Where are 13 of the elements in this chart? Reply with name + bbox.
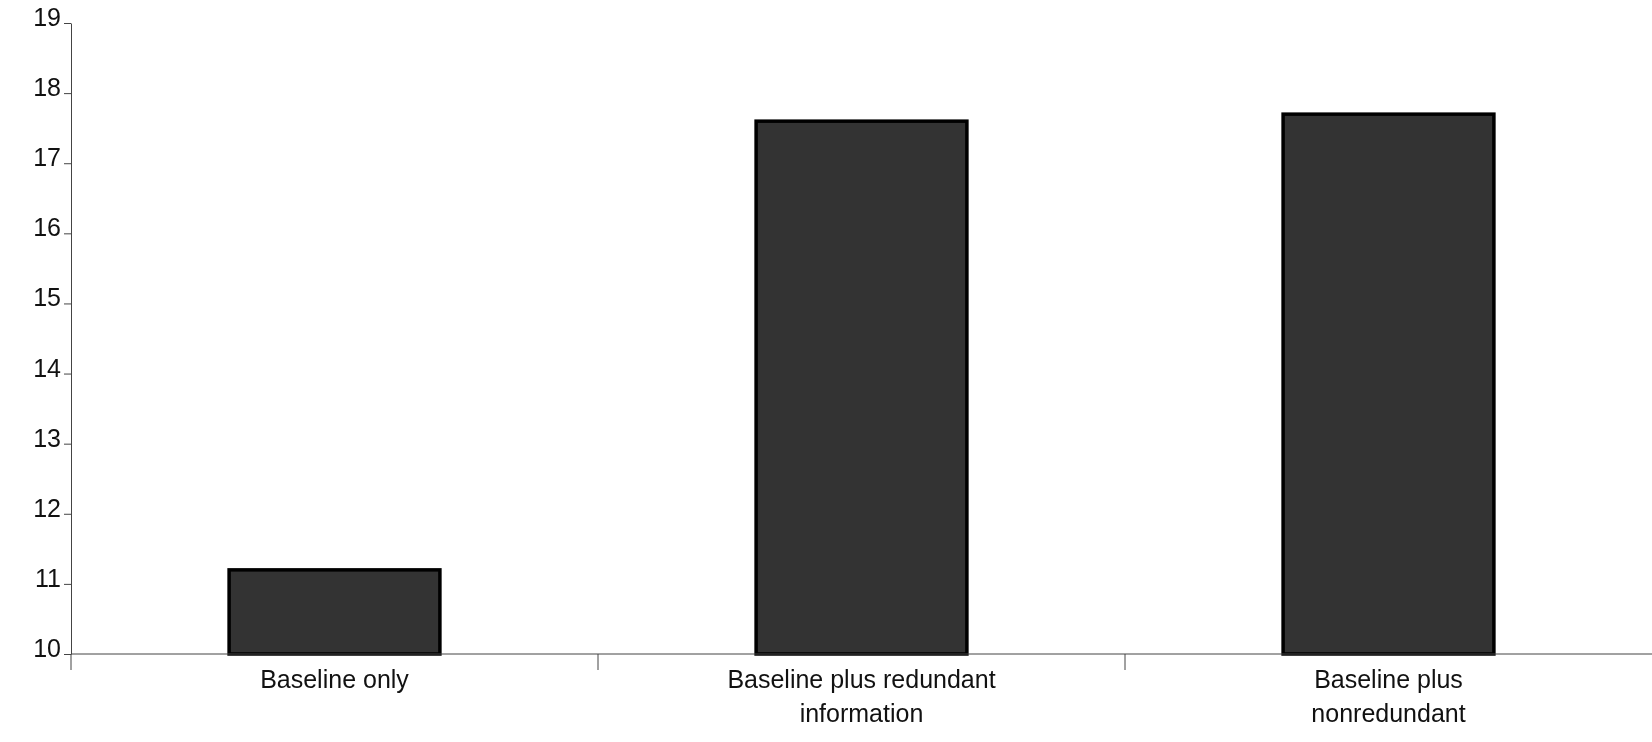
y-tick-label: 17 [33,143,61,172]
y-tick-label: 12 [33,493,61,522]
y-tick-label: 16 [33,213,61,242]
y-tick-label: 19 [33,3,61,31]
y-tick-label: 13 [33,423,61,452]
x-tick-label: Baseline plus redundant information [727,665,996,727]
x-tick-label: Baseline only [260,665,410,693]
y-tick-label: 18 [33,73,61,102]
y-tick-label: 15 [33,283,61,312]
y-tick-label: 10 [33,634,61,662]
x-tick-label: Baseline plus nonredundant [1311,665,1466,727]
y-tick-label: 11 [35,563,61,592]
y-tick-label: 14 [33,353,62,382]
